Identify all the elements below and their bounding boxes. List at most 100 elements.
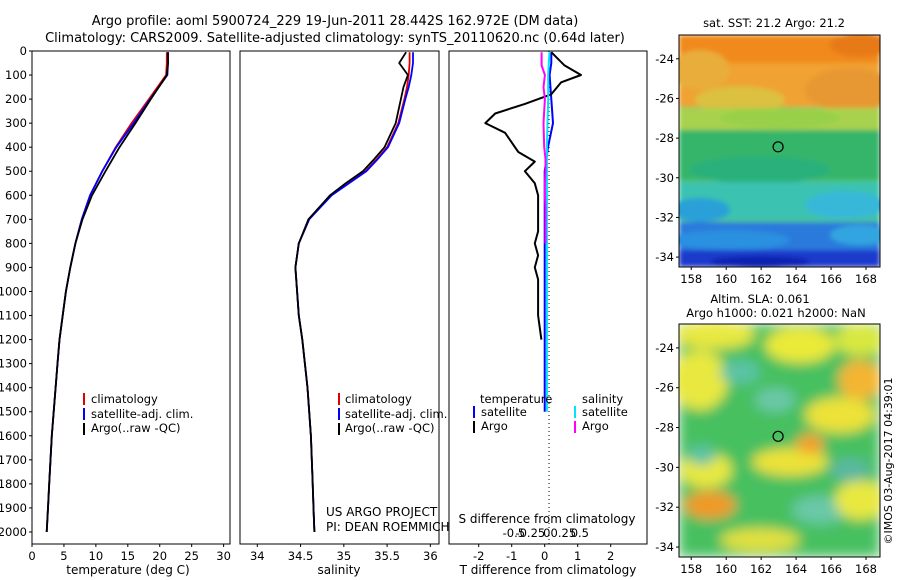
depth-tick-label: 2000 xyxy=(0,525,27,539)
map-y-tick-label: -26 xyxy=(655,381,674,395)
map-y-tick-label: -30 xyxy=(655,460,674,474)
legend-label-argo: Argo(..raw -QC) xyxy=(345,421,435,435)
depth-tick-label: 1900 xyxy=(0,501,27,515)
legend-label-satellite-adj: satellite-adj. clim. xyxy=(345,407,447,421)
difference-line-salinity-s_satellite xyxy=(545,52,551,412)
sst-map-frame xyxy=(678,34,881,268)
sla-heatmap xyxy=(679,324,880,557)
depth-tick-label: 800 xyxy=(5,236,27,250)
sst-heatmap xyxy=(679,35,880,267)
argo-position-marker xyxy=(772,430,784,442)
legend-label-climatology: climatology xyxy=(345,392,412,406)
temperature-x-label: temperature (deg C) xyxy=(66,563,189,577)
difference-s-tick-label: 0.5 xyxy=(571,526,589,540)
map-x-tick-label: 160 xyxy=(715,562,737,576)
legend-label-satellite-adj: satellite-adj. clim. xyxy=(91,407,193,421)
sst-map-title: sat. SST: 21.2 Argo: 21.2 xyxy=(703,16,845,30)
depth-tick-label: 1700 xyxy=(0,453,27,467)
legend-label-climatology: climatology xyxy=(91,392,158,406)
salinity-x-label: salinity xyxy=(317,563,360,577)
difference-x2-label: S difference from climatology xyxy=(459,512,636,526)
temperature-legend: climatology satellite-adj. clim. Argo(..… xyxy=(83,392,193,435)
map-y-tick-label: -34 xyxy=(655,250,674,264)
salinity-x-tick-label: 34 xyxy=(250,549,265,563)
difference-x-tick-label: -2 xyxy=(473,549,484,563)
salinity-x-tick-label: 36 xyxy=(423,549,438,563)
legend-label-s-satellite: satellite xyxy=(582,405,628,419)
temperature-x-tick-label: 5 xyxy=(60,549,67,563)
map-x-tick-label: 166 xyxy=(820,272,842,286)
sst-map-axes: 158 160 162 164 166 168 -24 -26 -28 -30 -32 -34 xyxy=(655,52,877,286)
depth-tick-label: 400 xyxy=(5,140,27,154)
depth-tick-label: 1500 xyxy=(0,405,27,419)
depth-tick-label: 1200 xyxy=(0,333,27,347)
map-y-tick-label: -32 xyxy=(655,500,674,514)
depth-axis: 0 100 200 300 400 500 600 700 800 900 1000 1100 1200… xyxy=(0,44,32,539)
temperature-x-tick-label: 15 xyxy=(120,549,135,563)
temperature-x-tick-label: 0 xyxy=(28,549,35,563)
difference-panel-frame xyxy=(448,50,648,545)
difference-legend: temperature salinity satellite Argo sate… xyxy=(473,392,628,433)
temperature-series xyxy=(45,52,169,533)
depth-tick-label: 1400 xyxy=(0,381,27,395)
map-y-tick-label: -32 xyxy=(655,210,674,224)
figure-title-line1: Argo profile: aoml 5900724_229 19-Jun-20… xyxy=(92,14,579,29)
difference-line-temperature-argo xyxy=(484,51,582,340)
map-y-tick-label: -26 xyxy=(655,91,674,105)
depth-tick-label: 200 xyxy=(5,92,27,106)
temperature-x-tick-label: 25 xyxy=(184,549,199,563)
salinity-legend: climatology satellite-adj. clim. Argo(..… xyxy=(338,392,447,435)
credit-pi: PI: DEAN ROEMMICH xyxy=(326,520,449,534)
argo-position-circle xyxy=(772,141,784,153)
difference-x-label: T difference from climatology xyxy=(459,563,637,577)
depth-tick-label: 1300 xyxy=(0,357,27,371)
legend-label-t-satellite: satellite xyxy=(481,405,527,419)
map-x-tick-label: 162 xyxy=(750,562,772,576)
salinity-line-argo xyxy=(294,51,409,533)
depth-tick-label: 0 xyxy=(20,44,27,58)
sla-map-title-line1: Altim. SLA: 0.061 xyxy=(710,292,809,306)
map-x-tick-label: 164 xyxy=(785,272,807,286)
temperature-line-satellite_adj xyxy=(45,52,169,533)
map-y-tick-label: -24 xyxy=(655,341,674,355)
legend-label-argo: Argo(..raw -QC) xyxy=(91,421,181,435)
difference-x-tick-label: 2 xyxy=(607,549,614,563)
map-x-tick-label: 160 xyxy=(715,272,737,286)
difference-s-tick-label: 0 xyxy=(543,526,550,540)
difference-x-tick-label: 0 xyxy=(541,549,548,563)
temperature-line-climatology xyxy=(45,52,168,533)
map-y-tick-label: -30 xyxy=(655,171,674,185)
map-y-tick-label: -24 xyxy=(655,52,674,66)
salinity-x-axis: 34 34.5 35 35.5 36 xyxy=(250,544,438,563)
salinity-x-tick-label: 35 xyxy=(337,549,352,563)
temperature-line-argo xyxy=(45,52,169,533)
depth-tick-label: 1800 xyxy=(0,477,27,491)
difference-s-tick-label: -0.5 xyxy=(503,526,525,540)
salinity-series xyxy=(294,51,414,533)
difference-s-tick-label: -0.25 xyxy=(515,526,545,540)
temperature-x-tick-label: 10 xyxy=(89,549,104,563)
map-x-tick-label: 164 xyxy=(785,562,807,576)
map-x-tick-label: 168 xyxy=(855,272,877,286)
depth-tick-label: 900 xyxy=(5,260,27,274)
depth-tick-label: 500 xyxy=(5,164,27,178)
map-y-tick-label: -34 xyxy=(655,540,674,554)
map-x-tick-label: 158 xyxy=(680,562,702,576)
argo-position-circle xyxy=(772,430,784,442)
depth-tick-label: 1600 xyxy=(0,429,27,443)
depth-tick-label: 1100 xyxy=(0,309,27,323)
map-y-tick-label: -28 xyxy=(655,131,674,145)
map-y-tick-label: -28 xyxy=(655,421,674,435)
depth-tick-label: 100 xyxy=(5,68,27,82)
figure-title-line2: Climatology: CARS2009. Satellite-adjuste… xyxy=(45,31,625,46)
map-x-tick-label: 158 xyxy=(680,272,702,286)
sla-map-title-line2: Argo h1000: 0.021 h2000: NaN xyxy=(686,306,865,320)
argo-position-marker xyxy=(772,141,784,153)
sla-map-axes: 158 160 162 164 166 168 -24 -26 -28 -30 -32 -34 xyxy=(655,341,877,576)
map-x-tick-label: 162 xyxy=(750,272,772,286)
temperature-x-axis: 0 5 10 15 20 25 30 xyxy=(28,544,231,563)
salinity-x-tick-label: 35.5 xyxy=(374,549,400,563)
depth-tick-label: 1000 xyxy=(0,284,27,298)
salinity-x-tick-label: 34.5 xyxy=(288,549,314,563)
salinity-panel-frame xyxy=(239,50,440,545)
